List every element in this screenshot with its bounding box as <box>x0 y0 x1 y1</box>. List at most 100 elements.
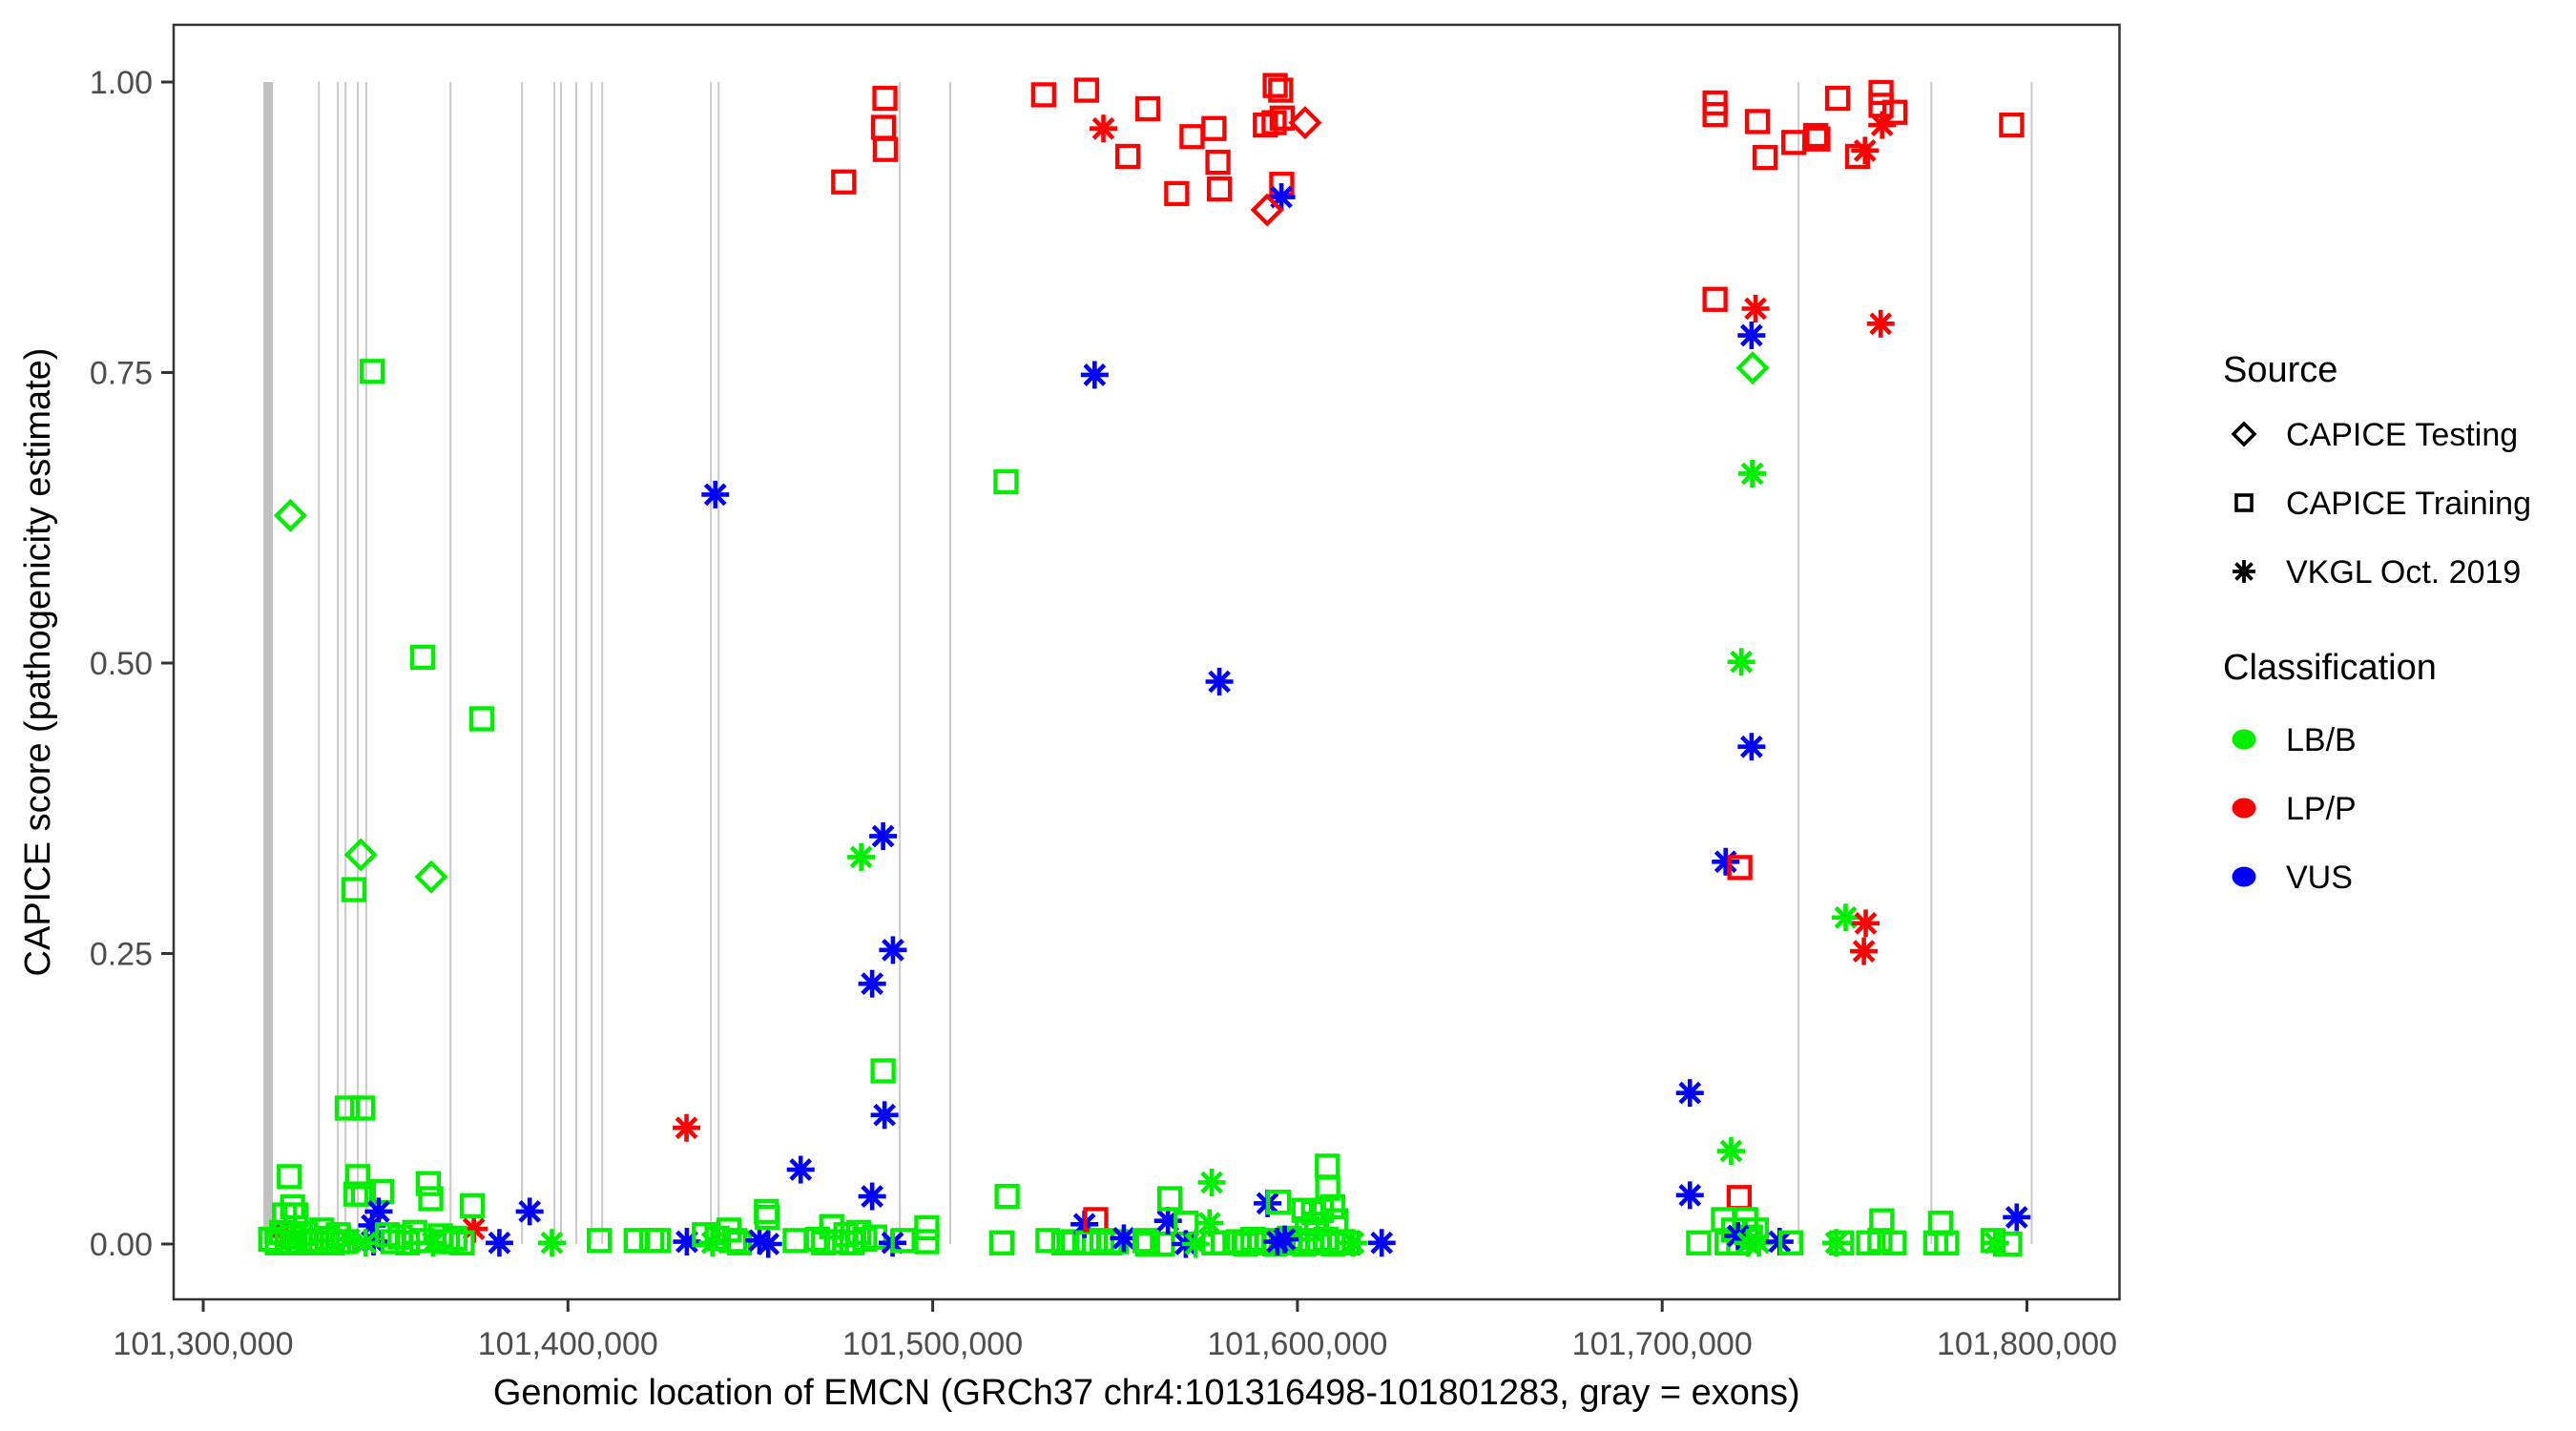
diamond-marker <box>1250 193 1284 227</box>
data-point <box>334 1095 361 1121</box>
data-point <box>1831 903 1859 932</box>
data-point <box>869 821 898 850</box>
data-point <box>434 1229 461 1255</box>
data-point <box>1205 149 1231 176</box>
square-marker <box>1744 109 1771 135</box>
data-point <box>1250 193 1284 227</box>
data-point <box>1205 667 1234 695</box>
square-marker <box>993 468 1019 495</box>
asterisk-marker <box>673 1113 701 1142</box>
asterisk-marker <box>1851 136 1880 165</box>
data-point <box>870 1058 896 1084</box>
legend-item-label: VUS <box>2286 860 2353 896</box>
square-marker <box>1265 1190 1292 1215</box>
data-point <box>1868 111 1897 139</box>
data-point <box>359 359 385 384</box>
data-point <box>1735 351 1770 385</box>
square-marker <box>1030 82 1056 108</box>
data-point <box>1134 1231 1160 1257</box>
legend-item-asterisk: VKGL Oct. 2019 <box>2233 554 2521 591</box>
data-point <box>1061 1229 1087 1255</box>
y-tick-label: 0.75 <box>90 356 153 392</box>
legend-item-diamond: CAPICE Testing <box>2231 417 2518 453</box>
asterisk-marker <box>786 1155 815 1184</box>
asterisk-marker <box>870 1101 899 1130</box>
legend-item-label: LB/B <box>2286 722 2357 758</box>
square-marker <box>1164 180 1190 207</box>
asterisk-marker <box>1090 114 1118 143</box>
data-point <box>335 1225 364 1254</box>
data-point <box>1744 109 1771 135</box>
square-marker <box>994 1183 1020 1210</box>
data-point <box>419 1229 447 1257</box>
square-marker <box>1114 143 1141 170</box>
square-marker <box>831 169 857 195</box>
data-point <box>449 1230 475 1255</box>
asterisk-marker <box>698 1229 727 1257</box>
data-point <box>1686 1230 1712 1255</box>
legend-item-square: CAPICE Training <box>2234 486 2531 522</box>
asterisk-marker <box>419 1229 447 1257</box>
y-axis: 0.00 0.25 0.50 0.75 1.00 CAPICE score (pathog… <box>18 65 174 1263</box>
square-marker <box>1262 73 1288 98</box>
square-marker <box>1752 145 1778 171</box>
asterisk-marker <box>351 1229 380 1257</box>
data-point <box>409 644 436 671</box>
data-point <box>1271 1225 1299 1254</box>
asterisk-marker <box>1831 903 1859 932</box>
data-point <box>1319 1193 1346 1220</box>
data-point <box>349 1095 376 1121</box>
data-point <box>1881 1230 1907 1255</box>
asterisk-marker <box>869 821 898 850</box>
data-point <box>1197 1168 1226 1196</box>
data-point <box>870 1101 899 1130</box>
data-point <box>1339 1229 1367 1257</box>
data-point <box>1269 105 1295 131</box>
square-marker <box>349 1095 376 1121</box>
square-marker <box>1132 1228 1158 1254</box>
data-point <box>1262 73 1288 98</box>
square-marker <box>459 1192 486 1218</box>
square-marker <box>726 1230 753 1255</box>
square-marker <box>914 1229 940 1255</box>
data-point <box>1261 110 1287 135</box>
data-point <box>587 1228 613 1254</box>
data-point <box>1824 85 1851 112</box>
asterisk-marker <box>1339 1229 1367 1257</box>
data-point <box>350 1181 376 1207</box>
asterisk-marker <box>1716 1137 1745 1166</box>
diamond-marker <box>1288 106 1322 140</box>
legend-source: Source CAPICE Testing CAPICE Training VKGL … <box>2223 350 2531 591</box>
asterisk-icon <box>2233 560 2255 583</box>
square-marker <box>1134 1231 1160 1257</box>
square-marker <box>1844 143 1871 170</box>
diamond-marker <box>1735 351 1770 385</box>
data-point <box>754 1230 782 1258</box>
data-point <box>786 1155 815 1184</box>
asterisk-marker <box>1738 459 1767 487</box>
data-point <box>1867 1228 1893 1254</box>
data-point <box>1999 112 2025 138</box>
square-marker <box>1156 1186 1183 1212</box>
data-point <box>673 1228 701 1256</box>
data-point <box>537 1229 566 1257</box>
data-point <box>1737 733 1766 761</box>
data-point <box>415 1171 442 1196</box>
square-marker <box>1686 1230 1712 1255</box>
square-marker <box>1073 77 1100 103</box>
data-point <box>1702 101 1728 128</box>
data-point <box>1164 180 1190 207</box>
square-marker <box>1881 99 1908 125</box>
square-marker <box>1727 855 1753 881</box>
square-marker <box>692 1222 717 1248</box>
data-point <box>872 136 899 162</box>
square-marker <box>434 1229 461 1255</box>
square-marker <box>1868 79 1894 106</box>
data-point <box>273 498 307 532</box>
square-marker <box>368 1179 395 1205</box>
square-marker <box>409 644 436 671</box>
square-marker <box>277 1164 302 1190</box>
data-point <box>1868 79 1894 106</box>
data-point <box>274 1229 301 1255</box>
